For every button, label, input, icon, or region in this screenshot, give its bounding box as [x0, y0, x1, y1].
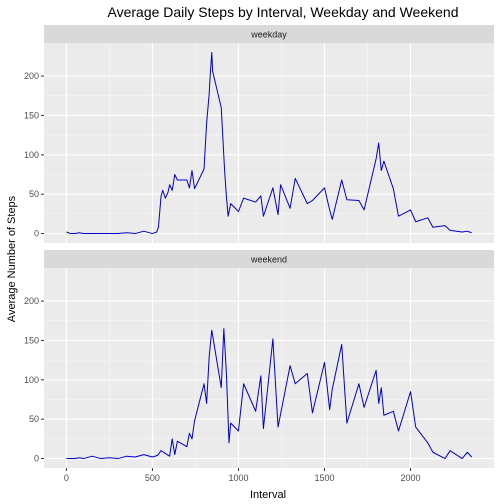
y-tick-label: 0 [34, 454, 39, 464]
strip-label: weekday [250, 30, 287, 40]
strip-label: weekend [250, 255, 287, 265]
x-tick-label: 500 [145, 473, 160, 483]
panel-background [44, 268, 494, 468]
y-axis-title: Average Number of Steps [6, 195, 18, 322]
x-axis-title: Interval [250, 489, 286, 501]
series-line-weekend [66, 328, 472, 460]
chart-title: Average Daily Steps by Interval, Weekday… [108, 4, 459, 20]
y-tick-label: 50 [29, 189, 39, 199]
y-tick-label: 100 [24, 375, 39, 385]
y-tick-label: 150 [24, 110, 39, 120]
series-line-weekday [66, 51, 472, 235]
y-tick-label: 150 [24, 335, 39, 345]
panel-strip [44, 250, 494, 268]
y-tick-label: 50 [29, 414, 39, 424]
x-tick-label: 1000 [228, 473, 248, 483]
panel-background [44, 43, 494, 243]
y-tick-label: 200 [24, 71, 39, 81]
x-tick-label: 2000 [401, 473, 421, 483]
panel-weekday: weekday 0 50 100 150 200 [24, 25, 494, 243]
y-tick-label: 100 [24, 150, 39, 160]
x-axis: 0 500 1000 1500 2000 [64, 468, 421, 483]
panel-weekend: weekend 0 50 100 150 200 [24, 250, 494, 468]
x-tick-label: 1500 [314, 473, 334, 483]
y-tick-label: 0 [34, 229, 39, 239]
x-tick-label: 0 [64, 473, 69, 483]
panel-strip [44, 25, 494, 43]
y-tick-label: 200 [24, 296, 39, 306]
